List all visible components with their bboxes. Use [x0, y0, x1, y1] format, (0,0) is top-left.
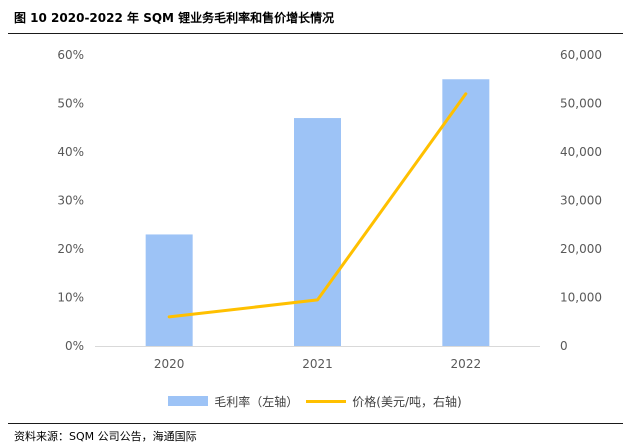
right-tick-label: 0	[560, 339, 568, 353]
bar-2020	[145, 234, 193, 346]
x-tick-label: 2020	[154, 357, 185, 371]
figure-title: 图 10 2020-2022 年 SQM 锂业务毛利率和售价增长情况	[14, 11, 335, 25]
legend-swatch-line	[306, 399, 347, 403]
legend-item-margin: 毛利率（左轴）	[168, 393, 298, 410]
price-line	[167, 92, 468, 319]
right-tick-label: 30,000	[560, 194, 602, 208]
left-tick-label: 20%	[57, 242, 84, 256]
source-divider	[8, 423, 623, 424]
bar-2022	[442, 79, 490, 346]
right-tick-label: 60,000	[560, 48, 602, 62]
combo-chart: 0% 10% 20% 30% 40% 50% 60% 0 10,000 20,000 30,000…	[57, 48, 602, 371]
left-tick-label: 40%	[57, 145, 84, 159]
legend-label-margin: 毛利率（左轴）	[214, 394, 299, 409]
bar-2021	[294, 118, 341, 346]
left-tick-label: 50%	[57, 97, 84, 111]
x-axis: 2020 2021 2022	[154, 357, 481, 371]
left-tick-label: 30%	[57, 194, 84, 208]
legend-label-price: 价格(美元/吨，右轴)	[352, 394, 462, 409]
right-tick-label: 20,000	[560, 242, 602, 256]
left-tick-label: 10%	[57, 291, 84, 305]
x-tick-label: 2021	[302, 357, 333, 371]
right-tick-label: 50,000	[560, 97, 602, 111]
right-tick-label: 40,000	[560, 145, 602, 159]
legend-item-price: 价格(美元/吨，右轴)	[306, 393, 462, 410]
x-tick-label: 2022	[451, 357, 482, 371]
left-axis: 0% 10% 20% 30% 40% 50% 60%	[57, 48, 84, 353]
left-tick-label: 60%	[57, 48, 84, 62]
right-tick-label: 10,000	[560, 291, 602, 305]
source-note: 资料来源：SQM 公司公告，海通国际	[14, 430, 197, 443]
legend: 毛利率（左轴） 价格(美元/吨，右轴)	[0, 389, 630, 413]
title-divider	[8, 33, 623, 34]
legend-swatch-bar	[168, 396, 209, 406]
right-axis: 0 10,000 20,000 30,000 40,000 50,000 60,000	[560, 48, 602, 353]
left-tick-label: 0%	[65, 339, 84, 353]
bar-series	[145, 79, 490, 346]
